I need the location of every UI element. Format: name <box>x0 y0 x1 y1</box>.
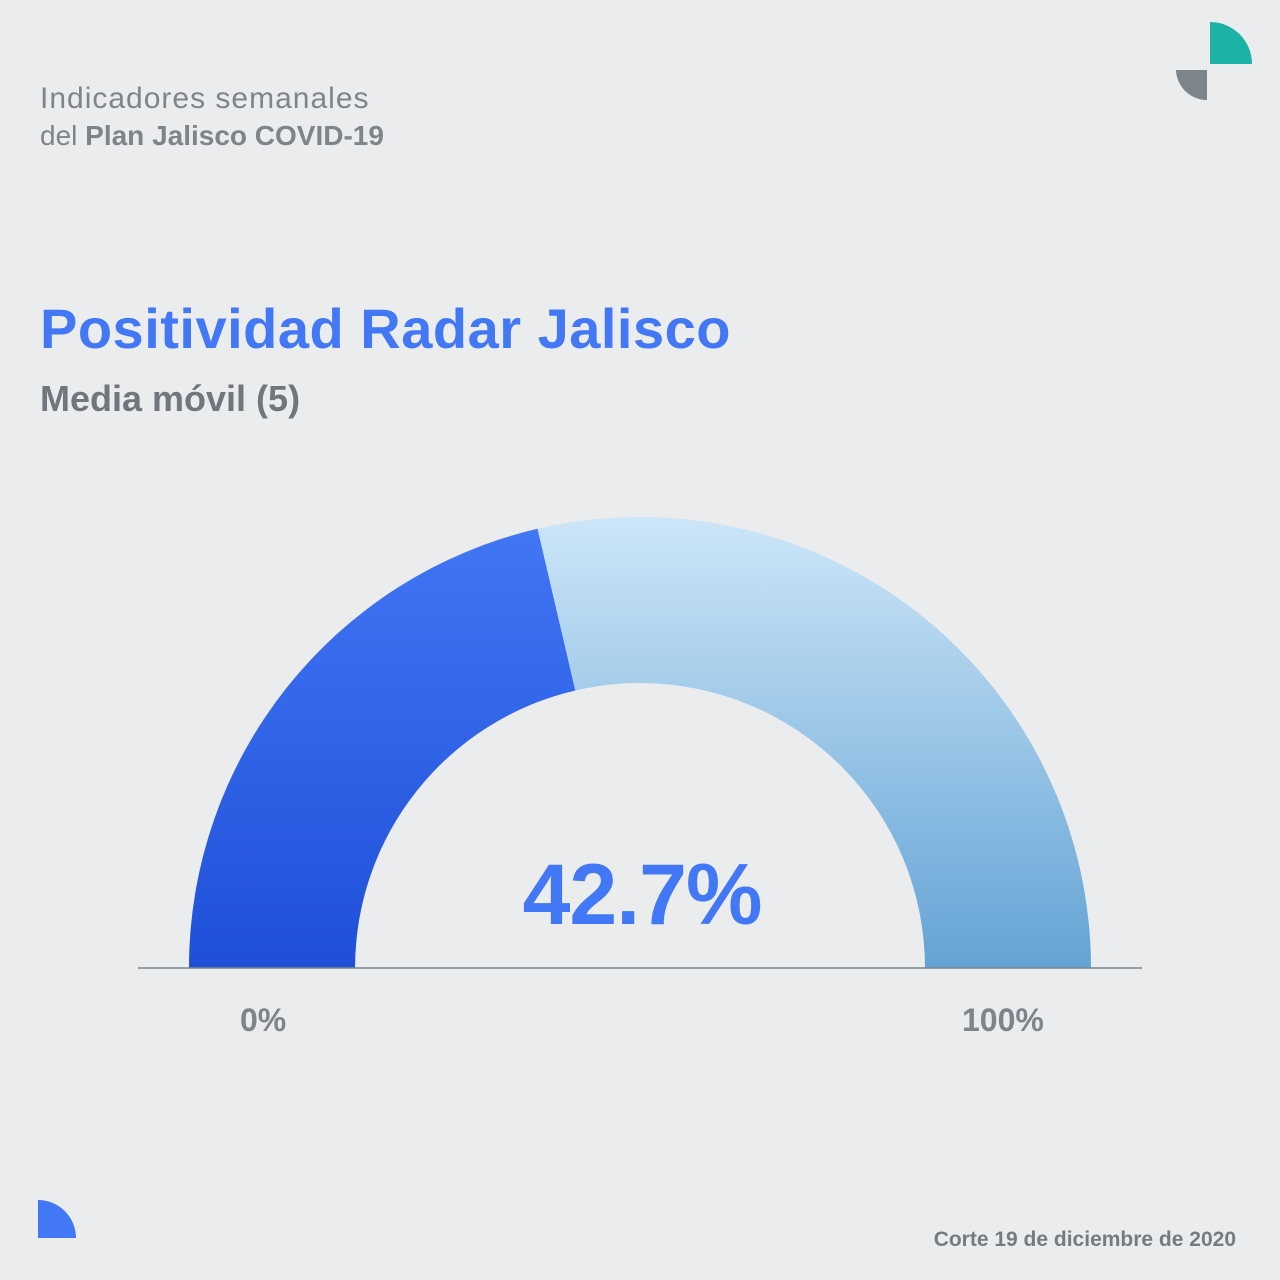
header-line2-prefix: del <box>40 120 86 151</box>
gauge-value-arc <box>189 528 576 968</box>
quarter-circles-logo-icon <box>1176 22 1252 101</box>
header: Indicadores semanales del Plan Jalisco C… <box>40 80 384 154</box>
header-line2: del Plan Jalisco COVID-19 <box>40 118 384 154</box>
chart-subtitle: Media móvil (5) <box>40 378 301 419</box>
header-line1: Indicadores semanales <box>40 82 370 115</box>
gauge-min-label: 0% <box>240 1002 287 1038</box>
quarter-circle-icon <box>38 1200 76 1238</box>
cutoff-date: Corte 19 de diciembre de 2020 <box>933 1228 1236 1251</box>
gray-quarter-circle <box>1176 70 1207 101</box>
gauge-max-label: 100% <box>962 1002 1044 1038</box>
teal-quarter-circle <box>1210 22 1252 64</box>
gauge-value-label: 42.7% <box>522 847 763 943</box>
header-line2-bold: Plan Jalisco COVID-19 <box>85 120 384 151</box>
chart-title: Positividad Radar Jalisco <box>40 297 731 360</box>
